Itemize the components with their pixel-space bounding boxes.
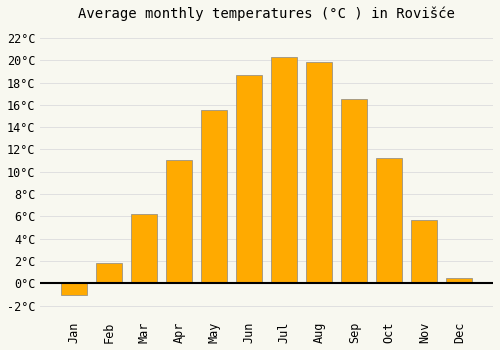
Bar	[411, 220, 438, 284]
Bar	[341, 99, 367, 284]
Bar	[271, 57, 297, 284]
Bar	[446, 278, 472, 284]
Bar	[236, 75, 262, 284]
Bar	[61, 284, 87, 294]
Bar	[131, 214, 157, 284]
Title: Average monthly temperatures (°C ) in Rovišće: Average monthly temperatures (°C ) in Ro…	[78, 7, 455, 21]
Bar	[306, 63, 332, 284]
Bar	[166, 160, 192, 284]
Bar	[201, 111, 228, 284]
Bar	[376, 159, 402, 284]
Bar	[96, 263, 122, 284]
